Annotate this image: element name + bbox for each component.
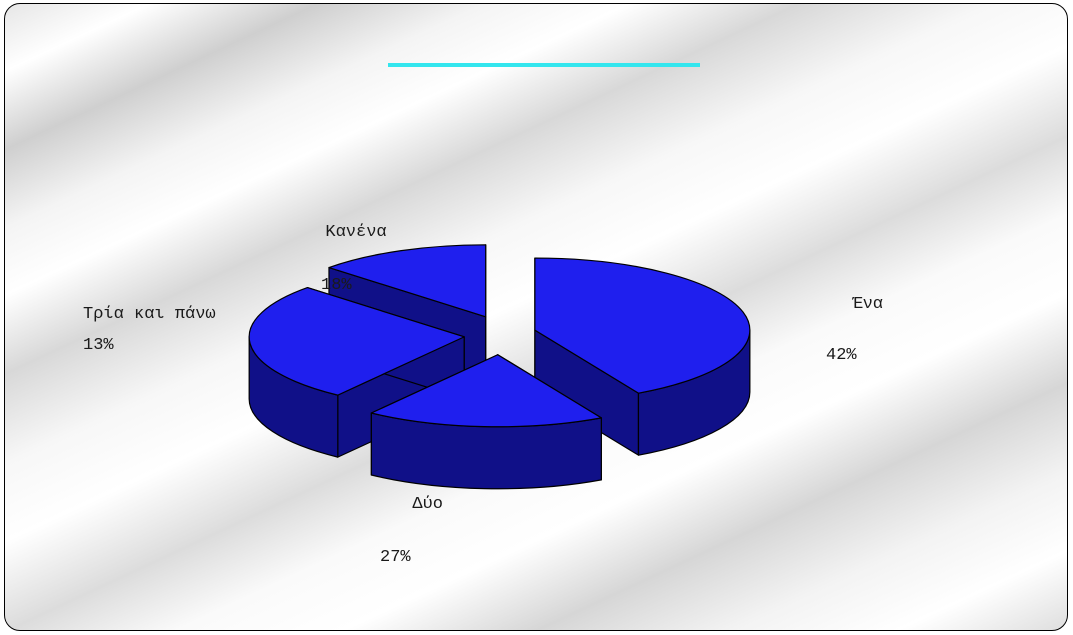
pie-slice-top bbox=[370, 354, 602, 428]
slice-label-ena: Ένα 42% bbox=[826, 272, 884, 389]
slice-percent: 13% bbox=[83, 336, 114, 355]
slice-name: Ένα bbox=[852, 295, 884, 314]
slice-name: Δύο bbox=[412, 495, 444, 514]
pie-slice-top bbox=[328, 244, 487, 318]
pie-slice-top bbox=[248, 286, 465, 396]
slice-percent: 18% bbox=[321, 276, 352, 295]
pie-slice-1 bbox=[370, 354, 602, 490]
slice-percent: 27% bbox=[380, 548, 411, 567]
pie-slice-0 bbox=[534, 257, 751, 456]
pie-slice-2 bbox=[248, 286, 465, 458]
slice-percent: 42% bbox=[826, 346, 857, 365]
chart-title-bar bbox=[388, 63, 700, 67]
slice-label-dyo: Δύο 27% bbox=[380, 472, 444, 591]
slice-label-tria: Τρία και πάνω 13% bbox=[83, 304, 223, 357]
pie-slice-top bbox=[534, 257, 751, 394]
slice-label-kanena: Κανένα 18% bbox=[305, 200, 387, 319]
slice-name: Τρία και πάνω bbox=[83, 305, 216, 324]
slice-name: Κανένα bbox=[325, 223, 387, 242]
